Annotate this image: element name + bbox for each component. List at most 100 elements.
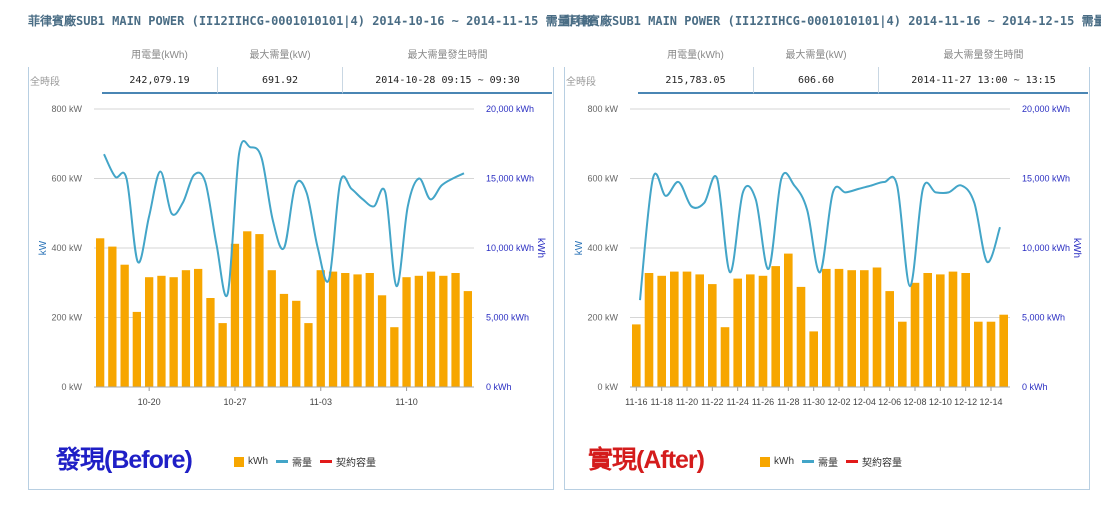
kwh-bar — [316, 270, 325, 387]
right-tick-label: 10,000 kWh — [1022, 243, 1070, 253]
kwh-bar — [986, 321, 996, 387]
legend-label-demand: 需量 — [818, 458, 838, 469]
kwh-bar — [96, 238, 105, 387]
x-tick-label: 12-02 — [827, 397, 850, 407]
kwh-bar — [847, 270, 856, 387]
energy-value: 242,079.19 — [102, 67, 218, 94]
legend-item-demand[interactable]: 需量 — [276, 454, 312, 469]
legend-label-contract: 契約容量 — [862, 458, 902, 469]
kwh-bar — [426, 271, 436, 387]
x-tick-label: 12-10 — [929, 397, 952, 407]
x-tick-label: 11-26 — [752, 397, 774, 407]
kwh-bar — [132, 311, 141, 387]
row-label: 全時段 — [566, 77, 596, 88]
kwh-bar — [961, 273, 970, 387]
kwh-bar — [708, 284, 717, 387]
kwh-bar — [181, 270, 191, 387]
legend-swatch-demand — [276, 460, 288, 463]
x-tick-label: 11-22 — [701, 397, 723, 407]
max-demand-time-value: 2014-11-27 13:00 ~ 13:15 — [879, 67, 1088, 94]
chart-frame — [564, 67, 1090, 490]
legend-item-kwh[interactable]: kWh — [234, 456, 268, 467]
demand-line — [103, 140, 465, 298]
legend-swatch-contract — [320, 460, 332, 463]
x-tick-label: 11-03 — [310, 397, 332, 407]
kwh-bar — [328, 271, 338, 387]
right-tick-label: 10,000 kWh — [486, 243, 534, 253]
kwh-bar — [898, 321, 907, 387]
kwh-bar — [758, 275, 768, 387]
header-max-demand-time: 最大需量發生時間 — [407, 50, 488, 61]
kwh-bar — [885, 291, 894, 387]
kwh-bar — [923, 273, 932, 387]
legend-label-demand: 需量 — [292, 458, 312, 469]
kwh-bar — [682, 271, 692, 387]
max-demand-time-value: 2014-10-28 09:15 ~ 09:30 — [343, 67, 552, 94]
demand-chart-after: 0 kW 200 kW 400 kW 600 kW 800 kW 0 kWh 5,000 k… — [574, 104, 1082, 407]
legend-item-kwh[interactable]: kWh — [760, 456, 794, 467]
kwh-bar — [809, 331, 818, 387]
kwh-bar — [292, 300, 301, 387]
kwh-bar — [230, 243, 240, 387]
right-tick-label: 5,000 kWh — [486, 313, 529, 323]
row-label: 全時段 — [30, 77, 60, 88]
kwh-bar — [910, 282, 920, 388]
legend-item-contract[interactable]: 契約容量 — [846, 454, 902, 469]
left-tick-label: 200 kW — [587, 313, 618, 323]
right-axis-title: kWh — [535, 238, 546, 258]
legend-item-contract[interactable]: 契約容量 — [320, 454, 376, 469]
demand-chart-before: 0 kW 200 kW 400 kW 600 kW 800 kW 0 kWh 5,000 k… — [38, 104, 546, 407]
legend-swatch-demand — [802, 460, 814, 463]
kwh-bar — [353, 274, 362, 387]
max-demand-value: 606.60 — [754, 67, 879, 94]
left-tick-label: 800 kW — [51, 104, 82, 114]
header-energy: 用電量(kWh) — [667, 50, 724, 61]
kwh-bar — [402, 277, 411, 387]
right-tick-label: 20,000 kWh — [1022, 104, 1070, 114]
kwh-bar — [936, 274, 945, 387]
kwh-bar — [632, 324, 641, 387]
x-tick-label: 12-06 — [878, 397, 901, 407]
right-axis-title: kWh — [1071, 238, 1082, 258]
kwh-bar — [108, 246, 117, 387]
kwh-bar — [860, 270, 869, 387]
kwh-bar — [999, 314, 1008, 387]
kwh-bar — [974, 321, 983, 387]
chart-legend: kWh 需量 契約容量 — [760, 454, 902, 469]
kwh-bar — [872, 267, 882, 387]
x-tick-label: 11-30 — [802, 397, 824, 407]
x-tick-label: 11-24 — [726, 397, 748, 407]
kwh-bar — [267, 270, 276, 387]
left-axis-title: kW — [38, 240, 49, 255]
x-tick-label: 10-20 — [138, 397, 161, 407]
kwh-bar — [194, 268, 203, 387]
kwh-bar — [206, 298, 215, 387]
x-tick-label: 11-18 — [650, 397, 672, 407]
x-tick-label: 11-16 — [625, 397, 647, 407]
kwh-bar — [157, 275, 166, 387]
legend-label-kwh: kWh — [774, 456, 794, 467]
kwh-bar — [243, 231, 252, 387]
legend-label-contract: 契約容量 — [336, 458, 376, 469]
kwh-bar — [733, 278, 742, 387]
kwh-bar — [120, 264, 129, 387]
legend-item-demand[interactable]: 需量 — [802, 454, 838, 469]
left-tick-label: 600 kW — [51, 174, 82, 184]
chart-frame — [28, 67, 554, 490]
x-tick-label: 11-10 — [395, 397, 417, 407]
header-energy: 用電量(kWh) — [131, 50, 188, 61]
right-tick-label: 15,000 kWh — [486, 174, 534, 184]
right-tick-label: 0 kWh — [486, 382, 512, 392]
left-tick-label: 800 kW — [587, 104, 618, 114]
kwh-bar — [644, 273, 654, 387]
max-demand-value: 691.92 — [218, 67, 343, 94]
after-tag: 實現(After) — [588, 446, 705, 474]
left-tick-label: 200 kW — [51, 313, 82, 323]
left-tick-label: 600 kW — [587, 174, 618, 184]
kwh-bar — [255, 234, 264, 387]
kwh-bar — [657, 275, 666, 387]
kwh-bar — [834, 268, 844, 387]
x-tick-label: 12-04 — [853, 397, 876, 407]
report-panel-after: 菲律賓廠SUB1 MAIN POWER (II12IIHCG-000101010… — [564, 0, 1101, 492]
demand-line — [639, 171, 1001, 301]
